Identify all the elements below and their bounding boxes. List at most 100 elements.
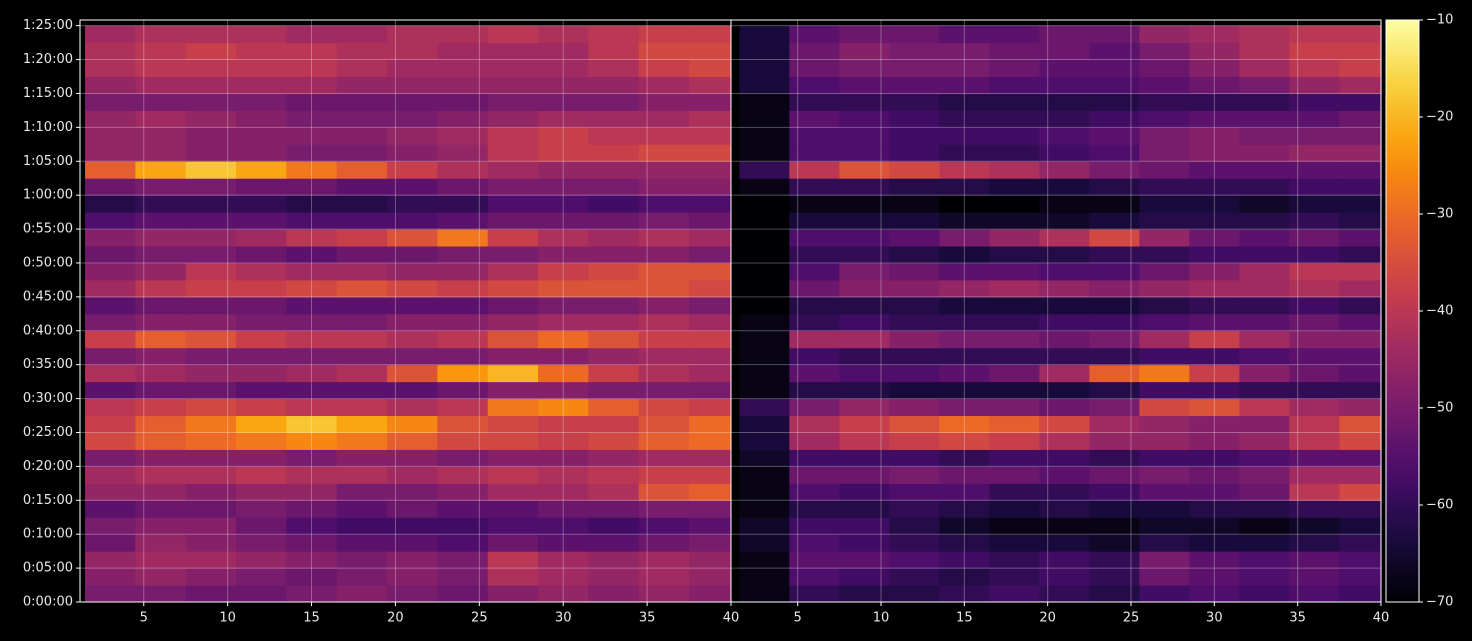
heatmap-cell [1339, 568, 1381, 586]
heatmap-cell [387, 534, 438, 552]
heatmap-cell [1189, 364, 1240, 383]
heatmap-cell [1289, 364, 1340, 383]
heatmap-cell [85, 534, 136, 552]
heatmap-cell [588, 415, 640, 433]
heatmap-cell [789, 25, 840, 44]
heatmap-cell [437, 195, 489, 213]
heatmap-cell [739, 330, 790, 349]
heatmap-cell [487, 161, 539, 179]
heatmap-cell [789, 585, 840, 602]
heatmap-cell [1039, 42, 1090, 61]
heatmap-cell [1339, 296, 1381, 315]
heatmap-cell [487, 212, 539, 230]
heatmap-cell [85, 76, 136, 94]
heatmap-cell [387, 246, 438, 264]
heatmap-cell [437, 330, 489, 349]
heatmap-cell [1239, 364, 1290, 383]
heatmap-cell [1139, 534, 1190, 552]
heatmap-cell [1289, 144, 1340, 162]
heatmap-cell [1089, 483, 1140, 501]
heatmap-cell [1289, 568, 1340, 586]
heatmap-cell [1139, 195, 1190, 213]
heatmap-cell [1189, 279, 1240, 298]
heatmap-cell [989, 551, 1040, 569]
heatmap-cell [236, 568, 287, 586]
heatmap-cell [1039, 330, 1090, 349]
heatmap-cell [437, 93, 489, 111]
heatmap-cell [85, 110, 136, 128]
heatmap-cell [336, 161, 388, 179]
heatmap-cell [1339, 25, 1381, 44]
heatmap-cell [989, 246, 1040, 264]
heatmap-cell [437, 500, 489, 518]
heatmap-cell [538, 415, 589, 433]
heatmap-cell [1239, 449, 1290, 467]
heatmap-cell [1089, 500, 1140, 518]
heatmap-cell [889, 398, 940, 417]
heatmap-cell [789, 93, 840, 111]
heatmap-cell [1239, 246, 1290, 264]
heatmap-cell [487, 568, 539, 586]
heatmap-cell [286, 110, 338, 128]
heatmap-cell [538, 262, 589, 281]
heatmap-cell [1089, 432, 1140, 450]
heatmap-cell [839, 585, 890, 602]
heatmap-cell [1239, 229, 1290, 247]
heatmap-cell [538, 449, 589, 467]
heatmap-cell [638, 76, 690, 94]
heatmap-cell [839, 212, 890, 230]
heatmap-cell [789, 178, 840, 196]
y-tick-label: 1:00:00 [23, 188, 73, 203]
heatmap-cell [1189, 517, 1240, 535]
heatmap-cell [588, 144, 640, 162]
heatmap-cell [538, 534, 589, 552]
heatmap-cell [1339, 110, 1381, 128]
heatmap-cell [185, 178, 237, 196]
heatmap-cell [839, 500, 890, 518]
heatmap-cell [538, 42, 589, 61]
heatmap-cell [1139, 500, 1190, 518]
heatmap-cell [1189, 500, 1240, 518]
heatmap-cell [85, 415, 136, 433]
heatmap-cell [286, 229, 338, 247]
heatmap-cell [1089, 398, 1140, 417]
heatmap-cell [135, 25, 187, 44]
heatmap-cell [889, 449, 940, 467]
heatmap-cell [1089, 466, 1140, 484]
heatmap-cell [487, 330, 539, 349]
x-tick-label: 20 [387, 611, 404, 626]
heatmap-cell [1239, 76, 1290, 94]
heatmap-cell [1239, 279, 1290, 298]
heatmap-cell [85, 313, 136, 332]
heatmap-cell [1189, 296, 1240, 315]
heatmap-cell [839, 432, 890, 450]
heatmap-cell [1089, 534, 1140, 552]
heatmap-cell [839, 398, 890, 417]
heatmap-cell [437, 246, 489, 264]
heatmap-cell [739, 313, 790, 332]
heatmap-cell [286, 144, 338, 162]
heatmap-cell [538, 127, 589, 145]
x-tick-label: 5 [140, 611, 148, 626]
heatmap-cell [286, 246, 338, 264]
heatmap-cell [839, 296, 890, 315]
heatmap-cell [1339, 76, 1381, 94]
heatmap-cell [538, 500, 589, 518]
heatmap-cell [135, 76, 187, 94]
panel-frame [730, 19, 1382, 603]
heatmap-cell [889, 212, 940, 230]
heatmap-cell [889, 500, 940, 518]
heatmap-cell [85, 517, 136, 535]
heatmap-cell [739, 415, 790, 433]
heatmap-cell [185, 76, 237, 94]
heatmap-cell [588, 466, 640, 484]
heatmap-cell [789, 568, 840, 586]
heatmap-cell [1189, 59, 1240, 78]
heatmap-cell [1339, 449, 1381, 467]
heatmap-cell [185, 279, 237, 298]
heatmap-cell [135, 517, 187, 535]
heatmap-cell [286, 500, 338, 518]
heatmap-cell [939, 42, 990, 61]
heatmap-cell [839, 313, 890, 332]
heatmap-cell [1339, 313, 1381, 332]
